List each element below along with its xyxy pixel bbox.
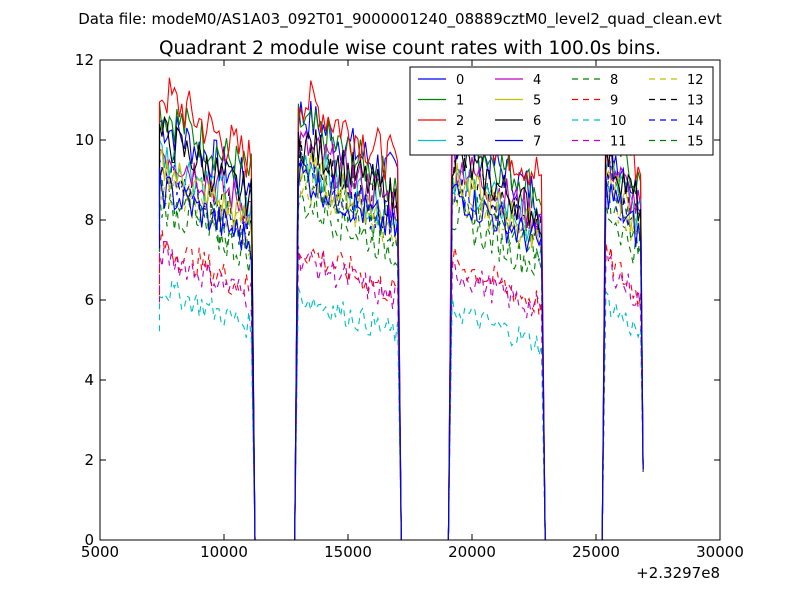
- legend-label: 13: [687, 94, 704, 109]
- series-line-10: [158, 278, 644, 540]
- series-line-3: [158, 139, 644, 540]
- series-line-8: [158, 191, 644, 540]
- x-tick-label: 25000: [572, 543, 620, 561]
- series-line-1: [158, 102, 644, 540]
- legend-label: 12: [687, 73, 704, 88]
- y-tick-label: 4: [84, 371, 94, 389]
- series-line-11: [158, 241, 644, 540]
- legend-label: 8: [610, 73, 618, 88]
- legend-label: 5: [533, 94, 541, 109]
- y-tick-label: 0: [84, 531, 94, 549]
- legend-label: 0: [456, 73, 464, 88]
- legend-label: 3: [456, 135, 464, 150]
- legend-label: 1: [456, 94, 464, 109]
- series-line-4: [158, 129, 644, 540]
- x-tick-label: 30000: [696, 543, 744, 561]
- x-tick-label: 20000: [448, 543, 496, 561]
- series-line-6: [158, 115, 644, 540]
- series-line-9: [158, 229, 644, 540]
- series-line-2: [158, 77, 644, 540]
- legend-label: 7: [533, 135, 541, 150]
- y-tick-label: 10: [75, 131, 94, 149]
- series-layer: [158, 77, 644, 540]
- legend-label: 14: [687, 114, 704, 129]
- series-line-5: [158, 148, 644, 540]
- legend-label: 4: [533, 73, 541, 88]
- y-tick-label: 2: [84, 451, 94, 469]
- x-tick-label: 15000: [324, 543, 372, 561]
- series-line-12: [158, 164, 644, 540]
- legend-label: 11: [610, 135, 627, 150]
- y-tick-label: 6: [84, 291, 94, 309]
- data-file-title: Data file: modeM0/AS1A03_092T01_90000012…: [78, 10, 722, 29]
- series-line-7: [158, 161, 644, 540]
- series-line-15: [158, 166, 644, 540]
- legend-label: 2: [456, 114, 464, 129]
- x-tick-label: 5000: [81, 543, 119, 561]
- legend-label: 15: [687, 135, 704, 150]
- legend-label: 9: [610, 94, 618, 109]
- x-tick-label: 10000: [200, 543, 248, 561]
- chart-title: Quadrant 2 module wise count rates with …: [159, 38, 661, 59]
- legend-label: 6: [533, 114, 541, 129]
- y-tick-label: 12: [75, 51, 94, 69]
- x-axis-offset-label: +2.3297e8: [636, 564, 720, 582]
- legend-label: 10: [610, 114, 627, 129]
- y-tick-label: 8: [84, 211, 94, 229]
